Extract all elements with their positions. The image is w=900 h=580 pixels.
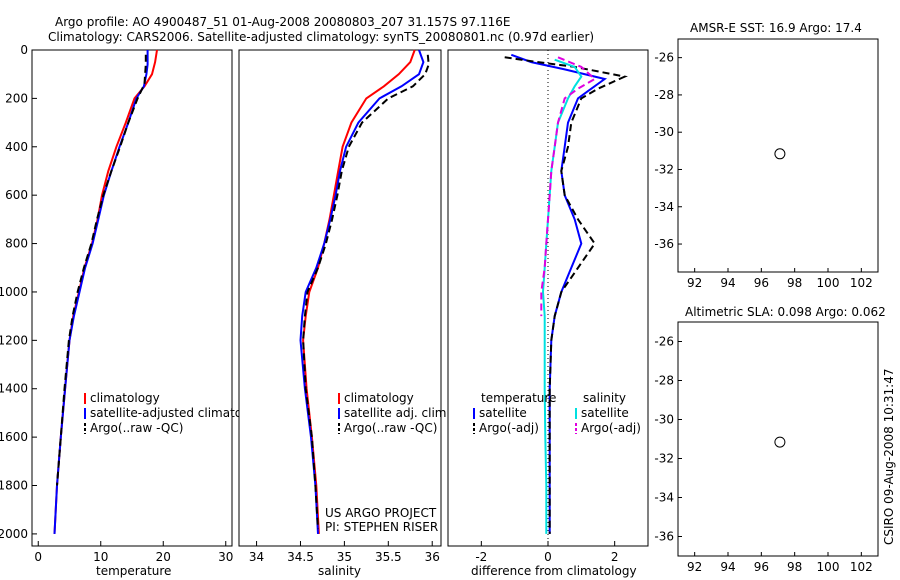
series-line-argo-raw-qc-	[56, 54, 147, 486]
x-tick-label: -2	[475, 550, 487, 564]
difference-panel: -2 0 2 difference from climatology tempera…	[447, 49, 649, 578]
x-tick-label: 35.5	[375, 550, 402, 564]
map-x-tick-label: 100	[817, 276, 840, 290]
sla-map-axes: 92 94 96 98 100 102 -26 -28 -30 -32 -34 -36	[654, 335, 872, 575]
map-x-tick-label: 96	[754, 276, 769, 290]
sst-map-title: AMSR-E SST: 16.9 Argo: 17.4	[690, 21, 862, 35]
y-tick-label: 400	[5, 140, 28, 154]
y-tick-label: 1600	[0, 430, 28, 444]
temperature-panel: 0 200 400 600 800 1000 1200 1400 1600 1800 2000 0 1…	[0, 43, 268, 578]
map-y-tick-label: -26	[654, 335, 674, 349]
sla-map-panel: Altimetric SLA: 0.098 Argo: 0.062 92 94 96…	[654, 305, 885, 574]
map-x-tick-label: 96	[754, 560, 769, 574]
x-tick-label: 20	[156, 550, 171, 564]
legend-label: climatology	[344, 391, 414, 405]
map-y-tick-label: -28	[654, 88, 674, 102]
difference-series	[504, 53, 628, 534]
x-tick-label: 36	[425, 550, 440, 564]
x-tick-label: 35	[337, 550, 352, 564]
argo-float-marker	[774, 436, 786, 448]
sla-map-frame	[677, 321, 879, 557]
x-tick-label: 34.5	[287, 550, 314, 564]
project-note-line-2: PI: STEPHEN RISER	[325, 520, 438, 534]
legend-label: Argo(..raw -QC)	[344, 421, 437, 435]
legend-header-salinity: salinity	[583, 391, 626, 405]
difference-x-axis: -2 0 2	[475, 541, 618, 564]
y-tick-label: 600	[5, 188, 28, 202]
legend-label: satellite	[479, 406, 527, 420]
map-y-tick-label: -30	[654, 125, 674, 139]
difference-xlabel: difference from climatology	[471, 564, 637, 578]
legend-header-temperature: temperature	[481, 391, 556, 405]
salinity-x-axis: 34 34.5 35 35.5 36	[249, 541, 440, 564]
series-line-salinity-argo-adj-	[540, 56, 597, 317]
map-y-tick-label: -34	[654, 200, 674, 214]
project-note-line-1: US ARGO PROJECT	[325, 506, 437, 520]
salinity-axes-frame	[238, 49, 442, 547]
y-tick-label: 200	[5, 91, 28, 105]
difference-legend: temperature salinitysatelliteArgo(-adj)sa…	[473, 391, 641, 435]
map-x-tick-label: 92	[687, 560, 702, 574]
map-x-tick-label: 94	[720, 276, 735, 290]
sla-map-title: Altimetric SLA: 0.098 Argo: 0.062	[685, 305, 886, 319]
legend-label: satellite	[581, 406, 629, 420]
sst-map-axes: 92 94 96 98 100 102 -26 -28 -30 -32 -34 -36	[654, 51, 872, 290]
x-tick-label: 2	[611, 550, 619, 564]
map-y-tick-label: -36	[654, 530, 674, 544]
map-y-tick-label: -36	[654, 237, 674, 251]
y-tick-label: 1400	[0, 382, 28, 396]
x-tick-label: 34	[249, 550, 264, 564]
y-tick-label: 800	[5, 237, 28, 251]
salinity-xlabel: salinity	[318, 564, 361, 578]
legend-label: satellite-adjusted climatology	[90, 406, 268, 420]
map-x-tick-label: 102	[850, 560, 873, 574]
map-y-tick-label: -28	[654, 374, 674, 388]
map-y-tick-label: -30	[654, 413, 674, 427]
temperature-x-axis: 0 10 20 30	[34, 541, 233, 564]
map-x-tick-label: 102	[850, 276, 873, 290]
map-y-tick-label: -26	[654, 51, 674, 65]
csiro-timestamp: CSIRO 09-Aug-2008 10:31:47	[882, 369, 896, 545]
map-x-tick-label: 94	[720, 560, 735, 574]
series-line-temperature-argo-adj-	[504, 56, 628, 534]
salinity-panel: 34 34.5 35 35.5 36 salinity climatologysatel…	[238, 49, 450, 578]
map-y-tick-label: -32	[654, 162, 674, 176]
sst-map-frame	[677, 38, 879, 273]
x-tick-label: 0	[544, 550, 552, 564]
legend-label: satellite adj. clim.	[344, 406, 450, 420]
temperature-axes-frame	[31, 49, 233, 547]
title-line-2: Climatology: CARS2006. Satellite-adjuste…	[48, 30, 594, 44]
argo-float-marker	[774, 148, 786, 160]
y-tick-label: 1800	[0, 479, 28, 493]
y-tick-label: 1000	[0, 285, 28, 299]
temperature-xlabel: temperature	[96, 564, 171, 578]
legend-label: climatology	[90, 391, 160, 405]
map-y-tick-label: -34	[654, 491, 674, 505]
temperature-series	[53, 49, 158, 534]
legend-label: Argo(-adj)	[581, 421, 641, 435]
map-x-tick-label: 98	[787, 276, 802, 290]
y-tick-label: 2000	[0, 527, 28, 541]
map-x-tick-label: 98	[787, 560, 802, 574]
map-x-tick-label: 100	[817, 560, 840, 574]
map-y-tick-label: -32	[654, 452, 674, 466]
y-tick-label: 1200	[0, 333, 28, 347]
y-tick-label: 0	[20, 43, 28, 57]
depth-axis: 0 200 400 600 800 1000 1200 1400 1600 1800 2000	[0, 43, 37, 541]
series-line-argo-raw-qc-	[302, 54, 430, 530]
legend-label: Argo(-adj)	[479, 421, 539, 435]
map-x-tick-label: 92	[687, 276, 702, 290]
salinity-series	[299, 49, 430, 534]
sst-map-panel: AMSR-E SST: 16.9 Argo: 17.4 92 94 96 98 100 1…	[654, 21, 879, 290]
title-line-1: Argo profile: AO 4900487_51 01-Aug-2008 …	[55, 15, 511, 29]
x-tick-label: 30	[218, 550, 233, 564]
legend-label: Argo(..raw -QC)	[90, 421, 183, 435]
x-tick-label: 0	[34, 550, 42, 564]
x-tick-label: 10	[93, 550, 108, 564]
